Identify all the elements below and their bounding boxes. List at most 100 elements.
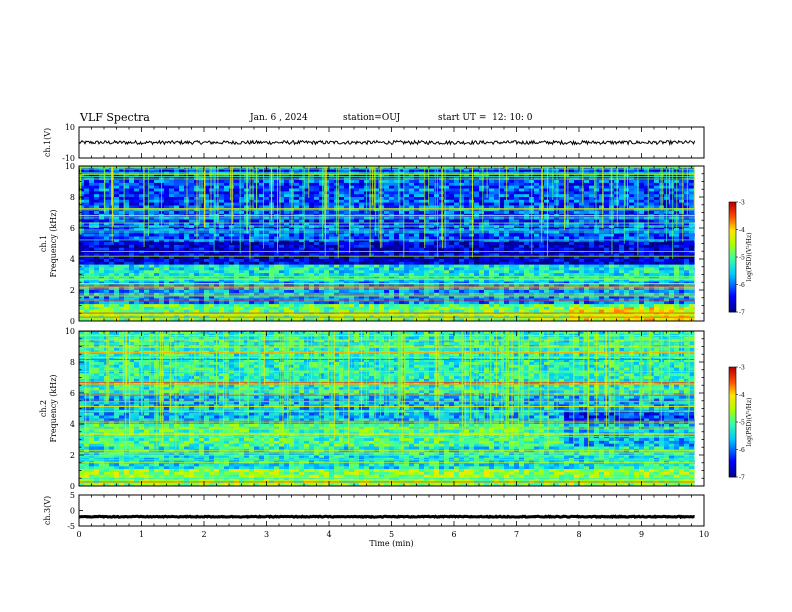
colorbar-segment (729, 385, 736, 388)
colorbar-segment (729, 466, 736, 469)
colorbar-segment (729, 401, 736, 404)
x-tick-label: 9 (639, 530, 644, 539)
colorbar-segment (729, 236, 736, 239)
colorbar-segment (729, 396, 736, 399)
colorbar-segment (729, 222, 736, 225)
y-tick-label: -10 (62, 154, 75, 163)
y-tick-label: 4 (70, 255, 75, 264)
colorbar-segment (729, 368, 736, 371)
colorbar-segment (729, 398, 736, 401)
colorbar-segment (729, 225, 736, 228)
colorbar-segment (729, 271, 736, 274)
colorbar-segment (729, 202, 736, 205)
y-tick-label: 0 (70, 507, 75, 516)
colorbar-segment (729, 379, 736, 382)
colorbar-segment (729, 308, 736, 311)
colorbar-segment (729, 422, 736, 425)
y-tick-label: 2 (70, 451, 75, 460)
colorbar-segment (729, 433, 736, 436)
colorbar-segment (729, 458, 736, 461)
colorbar-segment (729, 376, 736, 379)
colorbar-segment (729, 423, 736, 426)
x-tick-label: 1 (139, 530, 144, 539)
y-tick-label: 4 (70, 420, 75, 429)
colorbar-tick-label: -3 (739, 365, 745, 372)
colorbar-segment (729, 299, 736, 302)
y-tick-label: 6 (70, 389, 75, 398)
colorbar-segment (729, 471, 736, 474)
colorbar-segment (729, 207, 736, 210)
ch1-spectrogram (79, 166, 704, 322)
colorbar-segment (729, 233, 736, 236)
colorbar-segment (729, 249, 736, 252)
colorbar-segment (729, 475, 736, 478)
y-tick-label: 10 (65, 162, 75, 171)
colorbar-segment (729, 456, 736, 459)
ch2-spectrogram (79, 331, 704, 487)
channel-label: ch.2 (39, 400, 48, 417)
colorbar-segment (729, 434, 736, 437)
colorbar-segment (729, 247, 736, 250)
colorbar-segment (729, 390, 736, 393)
colorbar-segment (729, 420, 736, 423)
y-axis-label: ch.1(V) (43, 128, 52, 157)
colorbar-segment (729, 242, 736, 245)
colorbar-segment (729, 284, 736, 287)
colorbar-segment (729, 203, 736, 206)
colorbar-segment (729, 367, 736, 370)
y-tick-label: 2 (70, 286, 75, 295)
colorbar-segment (729, 295, 736, 298)
colorbar-segment (729, 209, 736, 212)
colorbar-segment (729, 282, 736, 285)
colorbar-segment (729, 255, 736, 258)
colorbar-segment (729, 244, 736, 247)
colorbar-tick-label: -5 (739, 420, 745, 427)
colorbar-segment (729, 425, 736, 428)
colorbar-segment (729, 464, 736, 467)
colorbar-segment (729, 238, 736, 241)
colorbar-segment (729, 405, 736, 408)
x-tick-label: 5 (389, 530, 394, 539)
channel-label: ch.1 (39, 235, 48, 252)
x-tick-label: 6 (451, 530, 456, 539)
colorbar-segment (729, 216, 736, 219)
colorbar-segment (729, 264, 736, 267)
colorbar-segment (729, 427, 736, 430)
colorbar-segment (729, 462, 736, 465)
colorbar-segment (729, 436, 736, 439)
colorbar-segment (729, 286, 736, 289)
colorbar-segment (729, 429, 736, 432)
colorbar-segment (729, 374, 736, 377)
colorbar-segment (729, 290, 736, 293)
colorbar-segment (729, 411, 736, 414)
colorbar-segment (729, 389, 736, 392)
colorbar-segment (729, 407, 736, 410)
colorbar-segment (729, 240, 736, 243)
colorbar-segment (729, 227, 736, 230)
colorbar-segment (729, 372, 736, 375)
colorbar-tick-label: -4 (739, 227, 745, 234)
colorbar-segment (729, 291, 736, 294)
y-axis-label: Frequency (kHz) (49, 374, 58, 442)
colorbar-segment (729, 400, 736, 403)
colorbar-segment (729, 257, 736, 260)
colorbar-label: log(PSD)(V²/Hz) (746, 233, 753, 282)
colorbar-segment (729, 442, 736, 445)
y-tick-label: 0 (70, 317, 75, 326)
colorbar-segment (729, 469, 736, 472)
colorbar-segment (729, 310, 736, 313)
colorbar-segment (729, 403, 736, 406)
y-axis-label: Frequency (kHz) (49, 209, 58, 277)
colorbar-tick-label: -3 (739, 200, 745, 207)
colorbar-tick-label: -4 (739, 392, 745, 399)
colorbar-segment (729, 440, 736, 443)
colorbar-segment (729, 266, 736, 269)
colorbar-segment (729, 306, 736, 309)
colorbar-segment (729, 394, 736, 397)
colorbar-tick-label: -5 (739, 255, 745, 262)
colorbar-segment (729, 467, 736, 470)
colorbar-segment (729, 277, 736, 280)
colorbar-segment (729, 304, 736, 307)
colorbar-segment (729, 418, 736, 421)
